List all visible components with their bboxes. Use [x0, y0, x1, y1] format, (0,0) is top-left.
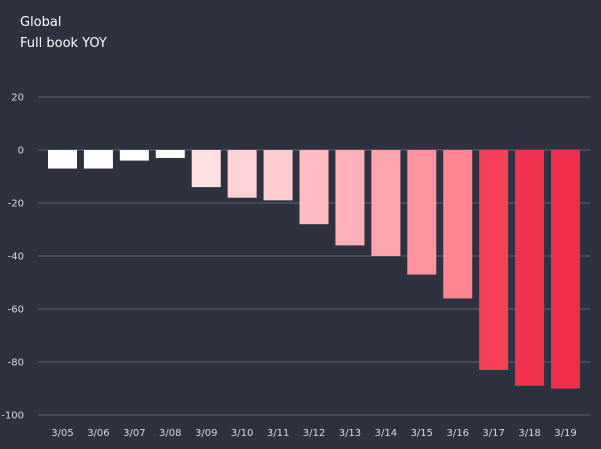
chart-title-block: Global Full book YOY: [20, 12, 107, 54]
y-tick-label: 20: [11, 93, 24, 104]
x-tick-label: 3/05: [51, 428, 73, 439]
x-tick-label: 3/09: [195, 428, 217, 439]
bar-3/19[interactable]: [551, 150, 581, 389]
bar-3/11[interactable]: [263, 150, 293, 201]
bar-3/16[interactable]: [443, 150, 473, 299]
x-tick-label: 3/08: [159, 428, 181, 439]
x-tick-label: 3/17: [482, 428, 504, 439]
bar-3/10[interactable]: [227, 150, 257, 198]
bar-3/17[interactable]: [479, 150, 509, 370]
y-tick-label: -100: [1, 411, 24, 422]
bar-3/05[interactable]: [48, 150, 77, 169]
bar-3/18[interactable]: [515, 150, 545, 386]
x-tick-label: 3/13: [339, 428, 361, 439]
bar-3/07[interactable]: [119, 150, 149, 161]
bar-3/09[interactable]: [191, 150, 221, 188]
y-tick-label: -80: [8, 358, 24, 369]
x-tick-label: 3/11: [267, 428, 289, 439]
chart-title: Global: [20, 15, 62, 30]
x-tick-label: 3/14: [375, 428, 397, 439]
chart-subtitle: Full book YOY: [20, 36, 107, 51]
x-tick-label: 3/06: [87, 428, 109, 439]
x-tick-label: 3/10: [231, 428, 253, 439]
bar-3/06[interactable]: [83, 150, 113, 169]
y-tick-label: 0: [18, 146, 24, 157]
y-tick-label: -60: [8, 305, 24, 316]
y-tick-label: -40: [8, 252, 24, 263]
x-tick-label: 3/12: [303, 428, 325, 439]
x-tick-label: 3/18: [518, 428, 540, 439]
bar-3/14[interactable]: [371, 150, 401, 256]
x-tick-label: 3/19: [554, 428, 576, 439]
y-tick-label: -20: [8, 199, 24, 210]
bar-3/15[interactable]: [407, 150, 437, 275]
x-tick-label: 3/07: [123, 428, 145, 439]
bar-3/08[interactable]: [155, 150, 185, 158]
bar-3/12[interactable]: [299, 150, 329, 225]
bar-3/13[interactable]: [335, 150, 365, 246]
x-tick-label: 3/16: [446, 428, 468, 439]
x-tick-label: 3/15: [411, 428, 433, 439]
